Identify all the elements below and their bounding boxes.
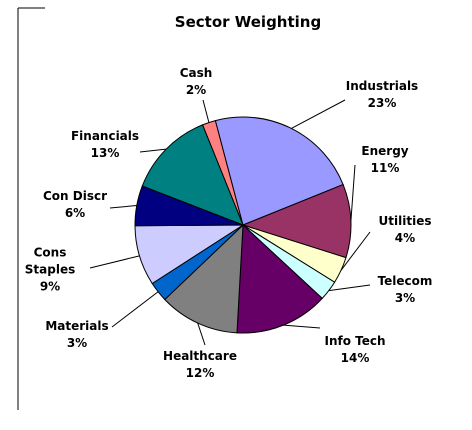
slice-name: Energy xyxy=(361,144,409,158)
pie-slice xyxy=(214,116,344,226)
pie-slice xyxy=(141,124,244,226)
slice-value: 23% xyxy=(367,96,397,110)
slice-name: Financials xyxy=(70,129,140,143)
leader-line xyxy=(291,99,346,129)
pie-slice xyxy=(236,223,323,334)
slice-value: 11% xyxy=(370,161,400,175)
slice-label: Telecom 3% xyxy=(378,273,433,307)
slice-name: Con Discr xyxy=(42,189,108,203)
leader-line xyxy=(111,291,159,328)
slice-label: Utilities 4% xyxy=(379,213,432,247)
leader-line xyxy=(89,255,140,269)
slice-label: Cash 2% xyxy=(180,65,213,99)
slice-label: Materials 3% xyxy=(45,318,108,352)
slice-label: Info Tech 14% xyxy=(324,333,385,367)
slice-name: Telecom xyxy=(377,274,433,288)
slice-value: 3% xyxy=(394,291,416,305)
slice-name: Healthcare xyxy=(163,349,237,363)
slice-label: Energy 11% xyxy=(361,143,408,177)
slice-name: Cons Staples xyxy=(24,245,76,277)
leader-line xyxy=(202,99,210,123)
leader-line xyxy=(109,205,137,209)
slice-name: Cash xyxy=(179,66,213,80)
slice-value: 2% xyxy=(185,83,207,97)
slice-label: Con Discr 6% xyxy=(43,188,107,222)
pie-slice xyxy=(241,183,352,259)
slice-value: 12% xyxy=(185,366,215,380)
slice-label: Cons Staples 9% xyxy=(20,245,80,296)
slice-name: Utilities xyxy=(378,214,432,228)
leader-line xyxy=(350,164,356,221)
leader-line xyxy=(283,324,321,329)
slice-name: Industrials xyxy=(345,79,419,93)
slice-value: 6% xyxy=(64,206,86,220)
leader-line xyxy=(197,322,206,346)
leader-line xyxy=(139,148,167,153)
leader-line xyxy=(340,231,371,271)
slice-name: Materials xyxy=(45,319,109,333)
slice-label: Healthcare 12% xyxy=(163,348,237,382)
slice-name: Info Tech xyxy=(324,334,386,348)
chart-title: Sector Weighting xyxy=(174,13,322,31)
leader-line xyxy=(328,284,371,292)
slice-value: 4% xyxy=(394,231,416,245)
slice-value: 9% xyxy=(39,279,61,294)
slice-label: Industrials 23% xyxy=(346,78,418,112)
slice-value: 13% xyxy=(90,146,120,160)
slice-label: Financials 13% xyxy=(71,128,139,162)
slice-value: 3% xyxy=(66,336,88,350)
slice-value: 14% xyxy=(340,351,370,365)
